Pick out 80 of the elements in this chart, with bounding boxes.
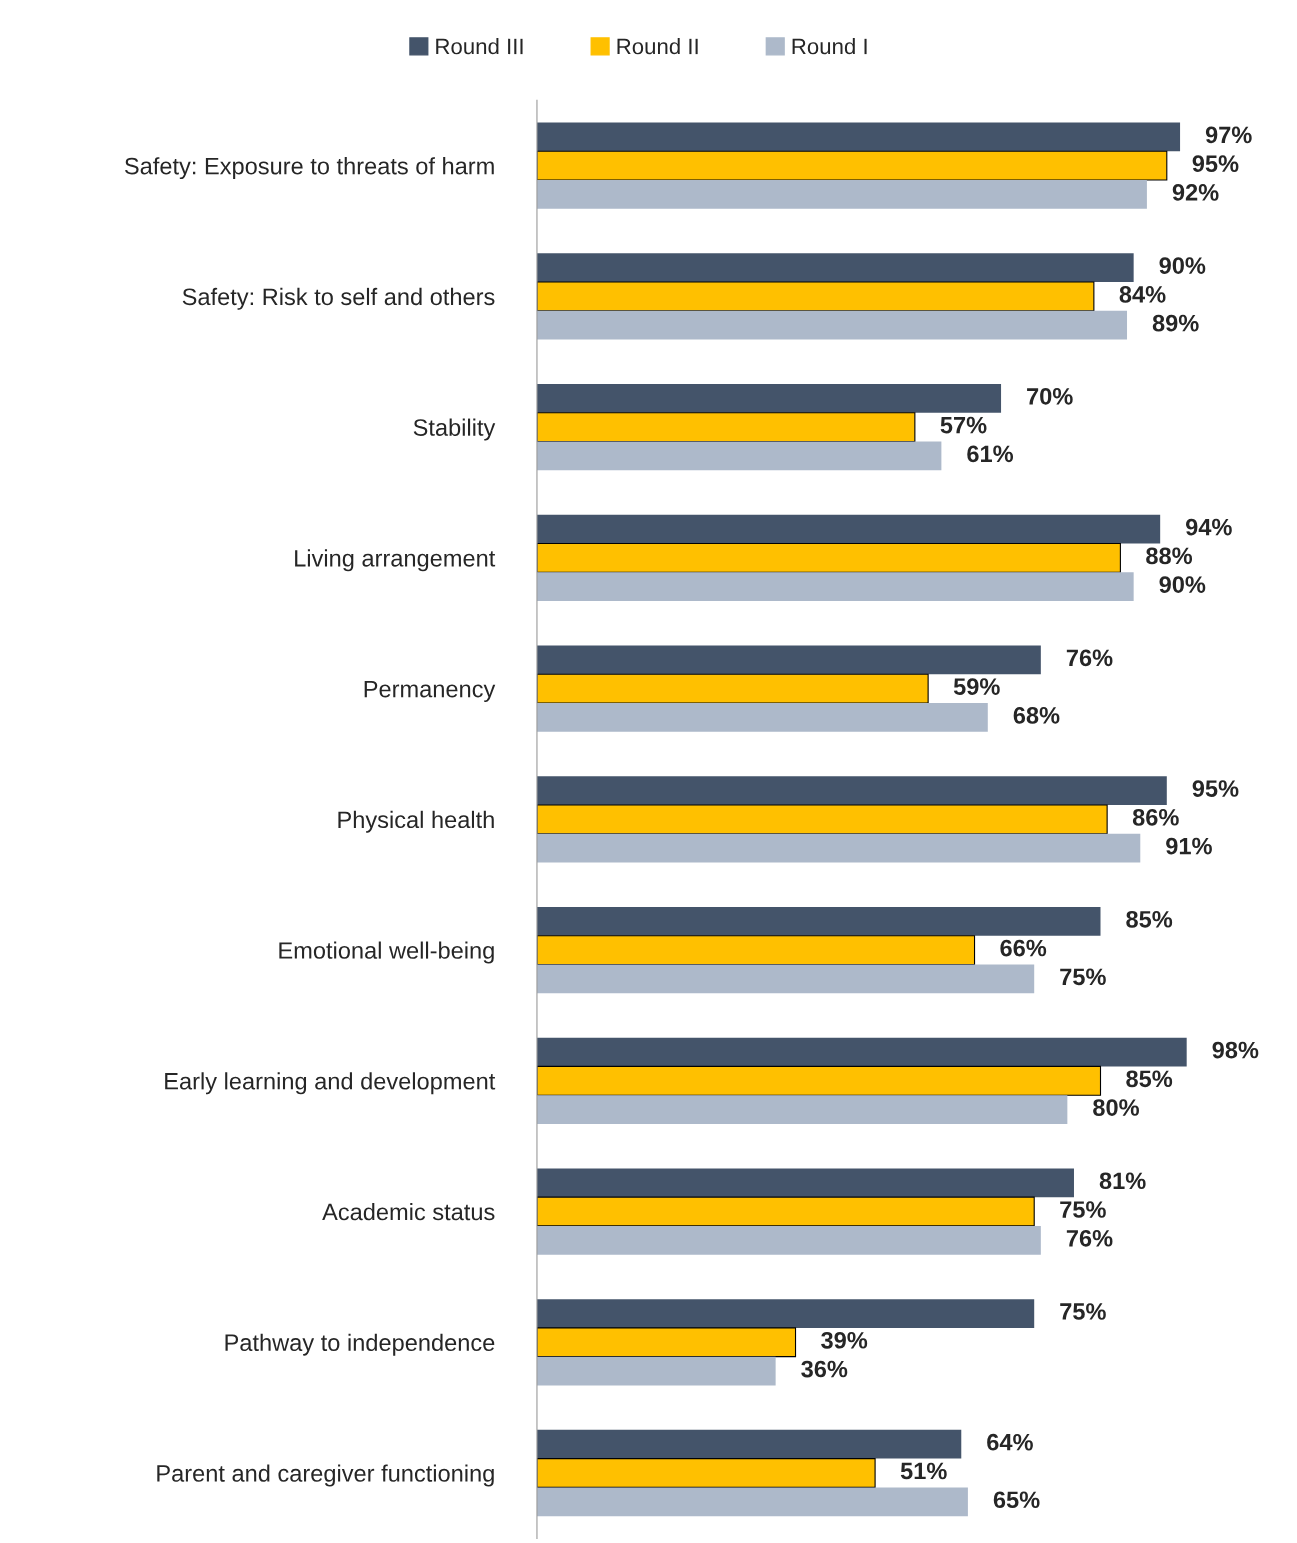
bar (536, 180, 1147, 209)
data-label: 75% (1060, 968, 1106, 986)
y-tick-label: Stability (413, 418, 496, 441)
bar (536, 1327, 797, 1358)
data-label: 76% (1066, 649, 1113, 667)
bar (536, 572, 1134, 602)
bar (536, 964, 1035, 994)
bar (536, 645, 1041, 675)
y-tick-label: Early learning and development (165, 1072, 496, 1095)
data-label: 75% (1060, 1201, 1106, 1218)
legend-label: Round II (617, 38, 698, 55)
bar (536, 935, 976, 966)
data-label: 64% (987, 1433, 1033, 1451)
data-label: 85% (1126, 1070, 1173, 1088)
bar (536, 1095, 1068, 1124)
bar (536, 1299, 1035, 1328)
y-tick-label: Academic status (322, 1202, 495, 1221)
y-tick-label: Safety: Exposure to threats of harm (124, 157, 494, 180)
bar (536, 1225, 1041, 1255)
bar (536, 1196, 1035, 1227)
bar (536, 1487, 968, 1517)
y-tick-label: Safety: Risk to self and others (182, 287, 495, 310)
bar (536, 441, 942, 471)
data-label: 68% (1013, 706, 1060, 724)
bar (536, 906, 1101, 936)
data-label: 95% (1192, 155, 1239, 172)
y-tick-label: Living arrangement (295, 549, 496, 572)
data-label: 97% (1205, 126, 1252, 144)
bar (536, 1065, 1102, 1096)
y-tick-label: Parent and caregiver functioning (157, 1464, 494, 1487)
bar (536, 1458, 876, 1488)
bar (536, 1356, 776, 1386)
legend-label: Round III (436, 38, 523, 55)
data-label: 76% (1066, 1229, 1113, 1247)
data-label: 89% (1152, 314, 1199, 332)
bar (536, 1037, 1187, 1067)
data-label: 51% (900, 1462, 947, 1480)
data-label: 81% (1099, 1172, 1146, 1190)
data-label: 59% (953, 678, 1000, 695)
data-label: 90% (1159, 576, 1206, 593)
bar (536, 673, 929, 704)
bar (536, 150, 1168, 181)
data-label: 75% (1060, 1303, 1106, 1320)
bar (536, 383, 1002, 413)
data-label: 61% (967, 445, 1014, 463)
legend-label: Round I (792, 38, 867, 55)
data-label: 70% (1027, 387, 1073, 405)
data-label: 90% (1159, 257, 1206, 274)
bar (536, 514, 1161, 544)
data-label: 39% (821, 1331, 868, 1349)
data-label: 95% (1192, 780, 1239, 797)
bar (536, 702, 988, 732)
bar (536, 253, 1134, 283)
data-label: 84% (1119, 286, 1166, 303)
data-label: 94% (1185, 518, 1232, 536)
bar (536, 310, 1128, 340)
data-label: 98% (1212, 1041, 1259, 1059)
y-tick-label: Permanency (364, 680, 496, 703)
data-label: 91% (1166, 837, 1212, 855)
bar (536, 804, 1108, 835)
bar (536, 1168, 1074, 1198)
bar (536, 281, 1095, 312)
bar (536, 122, 1181, 152)
data-label: 57% (940, 416, 987, 434)
data-label: 86% (1132, 808, 1179, 826)
y-tick-label: Pathway to independence (225, 1333, 495, 1356)
data-label: 92% (1172, 184, 1219, 201)
bar (536, 412, 916, 443)
data-label: 65% (993, 1491, 1040, 1509)
bar (536, 542, 1121, 573)
bar (536, 833, 1141, 863)
y-tick-label: Emotional well-being (279, 941, 494, 964)
data-label: 85% (1126, 910, 1173, 928)
data-label: 66% (1000, 939, 1047, 957)
data-label: 80% (1093, 1099, 1139, 1116)
data-label: 36% (801, 1360, 848, 1378)
bar (536, 776, 1167, 805)
data-label: 88% (1146, 547, 1193, 565)
y-tick-label: Physical health (338, 810, 494, 833)
bar (536, 1429, 962, 1459)
